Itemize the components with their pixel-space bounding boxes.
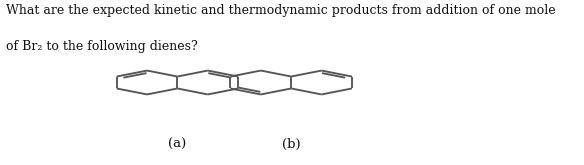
Text: What are the expected kinetic and thermodynamic products from addition of one mo: What are the expected kinetic and thermo… bbox=[6, 4, 556, 17]
Text: of Br₂ to the following dienes?: of Br₂ to the following dienes? bbox=[6, 40, 198, 53]
Text: (a): (a) bbox=[168, 138, 186, 151]
Text: (b): (b) bbox=[282, 138, 301, 151]
